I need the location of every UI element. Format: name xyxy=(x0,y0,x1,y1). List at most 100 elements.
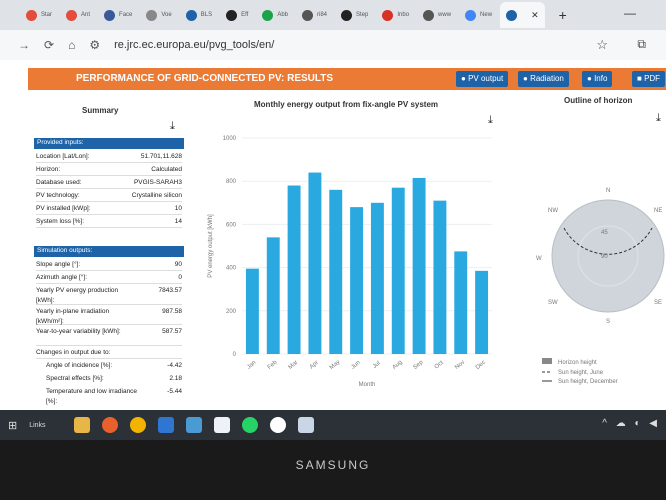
pdf-button[interactable]: ■ PDF xyxy=(632,71,666,87)
summary-row: PV technology: Crystalline silicon xyxy=(36,191,182,202)
browser-tab[interactable]: New xyxy=(459,4,498,26)
x-tick-label: Jan xyxy=(246,360,257,371)
summary-row: PV installed [kWp]: 10 xyxy=(36,204,182,215)
site-info-icon[interactable]: ⚙ xyxy=(89,38,101,52)
x-tick-label: Dec xyxy=(475,360,487,371)
browser-tab[interactable]: Face xyxy=(98,4,138,26)
tab-favicon-icon xyxy=(185,9,197,21)
pvgis-page: PERFORMANCE OF GRID-CONNECTED PV: RESULT… xyxy=(0,60,666,410)
browser-tab[interactable]: Star xyxy=(20,4,58,26)
browser-tab[interactable]: Inbo xyxy=(376,4,415,26)
simulation-outputs-header: Simulation outputs: xyxy=(34,246,184,257)
legend-horizon: Horizon height xyxy=(558,360,597,366)
provided-inputs-header: Provided inputs: xyxy=(34,138,184,149)
x-tick-label: Mar xyxy=(288,360,300,371)
system-tray[interactable]: ^ ☁ ◐ ◀ xyxy=(602,418,660,429)
summary-label: Angle of incidence [%]: xyxy=(46,362,113,370)
google-icon[interactable] xyxy=(269,417,286,433)
tab-favicon-icon xyxy=(146,9,158,21)
tab-favicon-icon xyxy=(226,9,238,21)
tab-favicon-icon xyxy=(302,9,313,21)
summary-value: -5.44 xyxy=(167,388,182,396)
compass-ne: NE xyxy=(654,208,662,214)
home-icon[interactable]: ⌂ xyxy=(68,38,76,52)
legend-december: Sun height, December xyxy=(558,379,618,385)
summary-row: Database used: PVGIS-SARAH3 xyxy=(36,178,182,189)
address-bar: → ⟳ ⌂ ⚙ re.jrc.ec.europa.eu/pvg_tools/en… xyxy=(0,30,666,60)
tab-label: Voe xyxy=(161,12,172,18)
browser-tab[interactable]: www xyxy=(417,4,457,26)
tab-favicon-icon xyxy=(506,9,518,21)
browser-tab[interactable]: Voe xyxy=(140,4,177,26)
tab-label: Star xyxy=(41,12,53,18)
tab-label: New xyxy=(480,12,493,18)
chrome-icon[interactable] xyxy=(129,417,146,433)
summary-value: 7843.57 xyxy=(158,287,183,294)
tab-strip: Star Ant Face Voe BLS Eff Abb ri84 Step Inbo www Ne… xyxy=(0,0,666,30)
editor-icon[interactable] xyxy=(213,417,230,433)
browser-tab[interactable]: Abb xyxy=(256,4,294,26)
tab-favicon-icon xyxy=(465,9,477,21)
reload-icon[interactable]: ⟳ xyxy=(44,38,55,52)
browser-tab[interactable]: Ant xyxy=(60,4,96,26)
back-icon[interactable]: → xyxy=(18,38,30,52)
browser-tab[interactable]: BLS xyxy=(180,4,218,26)
monitor-brand: SAMSUNG xyxy=(295,458,371,472)
results-header: PERFORMANCE OF GRID-CONNECTED PV: RESULT… xyxy=(28,68,666,90)
x-tick-label: Nov xyxy=(454,360,466,371)
summary-value: Crystalline silicon xyxy=(131,192,182,199)
calculator-icon[interactable] xyxy=(185,417,202,433)
compass-nw: NW xyxy=(548,208,558,214)
url-field[interactable]: re.jrc.ec.europa.eu/pvg_tools/en/ xyxy=(114,39,275,51)
summary-value: 51.701,11.628 xyxy=(140,153,182,160)
summary-row: System loss [%]: 14 xyxy=(36,217,182,228)
outlook-icon[interactable] xyxy=(157,417,174,433)
summary-label: Slope angle [°]: xyxy=(36,261,81,268)
pv-output-button[interactable]: ● PV output xyxy=(456,71,509,87)
summary-row: Slope angle [°]: 90 xyxy=(36,260,182,271)
extensions-icon[interactable]: ⧉ xyxy=(637,37,646,51)
links-label[interactable]: Links xyxy=(29,421,46,429)
radiation-button[interactable]: ● Radiation xyxy=(518,71,569,87)
y-tick-label: 1000 xyxy=(223,136,237,142)
browser-tab[interactable]: Eff xyxy=(220,4,254,26)
chart-bar xyxy=(350,207,364,354)
summary-row: Year-to-year variability [kWh]: 587.57 xyxy=(36,327,182,347)
summary-label: Changes in output due to: xyxy=(36,349,111,357)
radiation-label: Radiation xyxy=(530,74,564,83)
tab-favicon-icon xyxy=(423,9,435,21)
download-summary-icon[interactable]: ⤓ xyxy=(170,120,175,132)
new-tab-icon[interactable]: + xyxy=(558,7,567,23)
start-icon[interactable]: ⊞ xyxy=(8,419,18,432)
summary-value: 10 xyxy=(174,205,182,212)
info-button[interactable]: ● Info xyxy=(582,71,613,87)
summary-value: 14 xyxy=(174,218,182,225)
chart-bar xyxy=(370,202,384,354)
download-horizon-icon[interactable]: ⤓ xyxy=(656,112,661,124)
browser-tab[interactable]: Step xyxy=(335,4,374,26)
summary-title: Summary xyxy=(82,106,119,115)
app-icon[interactable] xyxy=(297,417,314,433)
summary-value: 587.57 xyxy=(162,328,182,336)
whatsapp-icon[interactable] xyxy=(241,417,258,433)
x-axis-label: Month xyxy=(359,382,376,388)
summary-label: Temperature and low irradiance [%]: xyxy=(46,388,138,406)
download-chart-icon[interactable]: ⤓ xyxy=(488,114,493,126)
bookmark-star-icon[interactable]: ☆ xyxy=(596,37,608,52)
chart-bar xyxy=(329,189,343,354)
x-tick-label: Sep xyxy=(412,359,425,371)
firefox-icon[interactable] xyxy=(101,417,118,433)
browser-tab[interactable]: ri84 xyxy=(296,4,333,26)
summary-row: Spectral effects [%]: 2.18 xyxy=(46,374,182,385)
legend-june: Sun height, June xyxy=(558,370,604,376)
tab-favicon-icon xyxy=(382,9,394,21)
minimize-icon[interactable]: — xyxy=(624,6,636,20)
tab-close-icon[interactable]: ✕ xyxy=(531,9,539,20)
browser-tab[interactable]: ✕ xyxy=(500,2,545,28)
horizon-title: Outline of horizon xyxy=(564,96,633,105)
taskbar: ⊞ Links xyxy=(0,410,666,440)
chart-bar xyxy=(266,237,280,354)
x-tick-label: Feb xyxy=(267,359,279,371)
summary-row: Temperature and low irradiance [%]: -5.44 xyxy=(46,387,182,406)
file-explorer-icon[interactable] xyxy=(73,417,90,433)
